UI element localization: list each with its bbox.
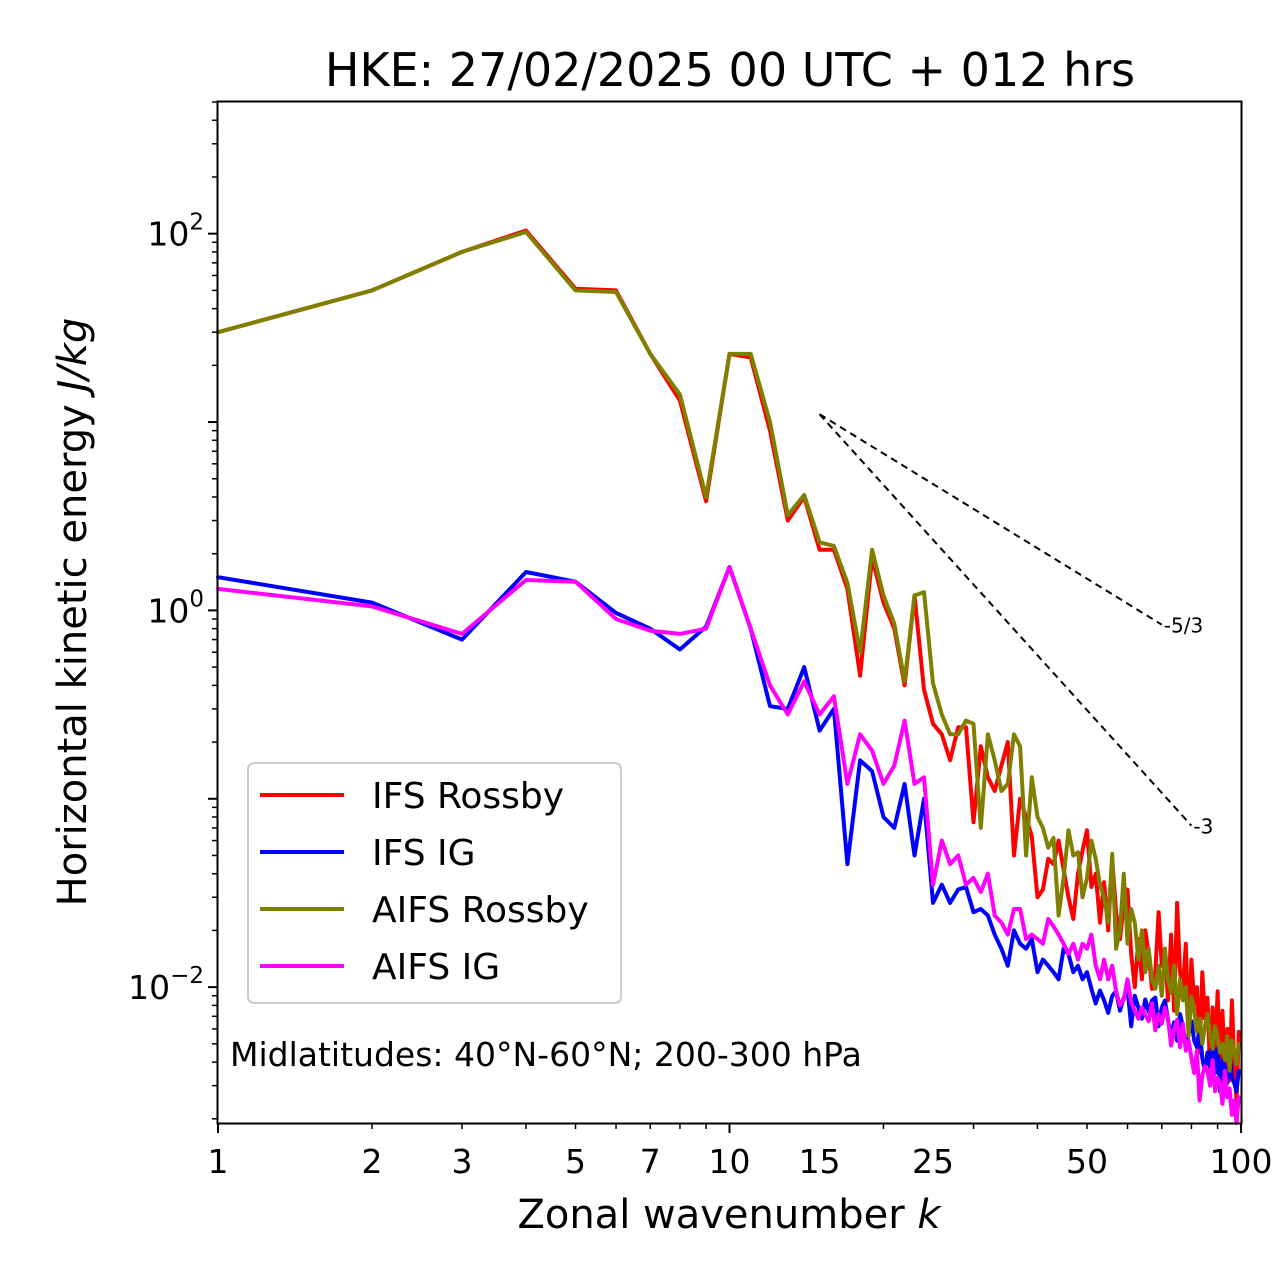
x-tick-label: 15: [799, 1142, 841, 1181]
x-tick-label: 1: [208, 1142, 229, 1181]
reference-slope-line: [818, 413, 1193, 827]
reference-slope-label: -5/3: [1164, 614, 1203, 638]
chart-title: HKE: 27/02/2025 00 UTC + 012 hrs: [325, 43, 1135, 97]
legend-label: AIFS IG: [372, 947, 500, 988]
x-tick-label: 2: [361, 1142, 382, 1181]
reference-slope-label: -3: [1193, 815, 1213, 839]
x-tick-label: 7: [640, 1142, 661, 1181]
x-axis-ticks: 1 2 3 5 7 10 15 25 50 100: [208, 1124, 1273, 1181]
legend-label: IFS Rossby: [372, 776, 564, 817]
series-layer: [216, 228, 1241, 1125]
x-tick-label: 50: [1066, 1142, 1108, 1181]
region-annotation: Midlatitudes: 40°N-60°N; 200-300 hPa: [230, 1035, 862, 1074]
x-tick-label: 25: [912, 1142, 954, 1181]
series-line-ifs-ig: [216, 565, 1241, 1094]
legend-box: [247, 762, 622, 1004]
legend-label: IFS IG: [372, 833, 476, 874]
x-tick-label: 5: [565, 1142, 586, 1181]
legend: IFS Rossby IFS IG AIFS Rossby AIFS IG: [247, 762, 622, 1004]
x-tick-label: 3: [452, 1142, 473, 1181]
x-tick-label: 10: [709, 1142, 751, 1181]
x-axis-label: Zonal wavenumber k: [517, 1192, 942, 1238]
y-tick-label: 10−2: [128, 963, 204, 1007]
y-tick-label: 102: [147, 210, 204, 254]
plot-frame: [216, 100, 1243, 1125]
series-line-aifs-rossby: [216, 230, 1241, 1073]
y-tick-label: 100: [147, 586, 204, 630]
y-axis-label: Horizontal kinetic energy J/kg: [50, 318, 96, 907]
reference-slope-line: [819, 413, 1163, 626]
legend-label: AIFS Rossby: [372, 890, 589, 931]
x-tick-label: 100: [1210, 1142, 1273, 1181]
legend-items: IFS Rossby IFS IG AIFS Rossby AIFS IG: [260, 776, 589, 988]
reference-slopes: -5/3 -3: [818, 413, 1213, 839]
series-line-aifs-ig: [216, 565, 1241, 1125]
y-axis-ticks: 102 100 10−2: [128, 101, 217, 1120]
